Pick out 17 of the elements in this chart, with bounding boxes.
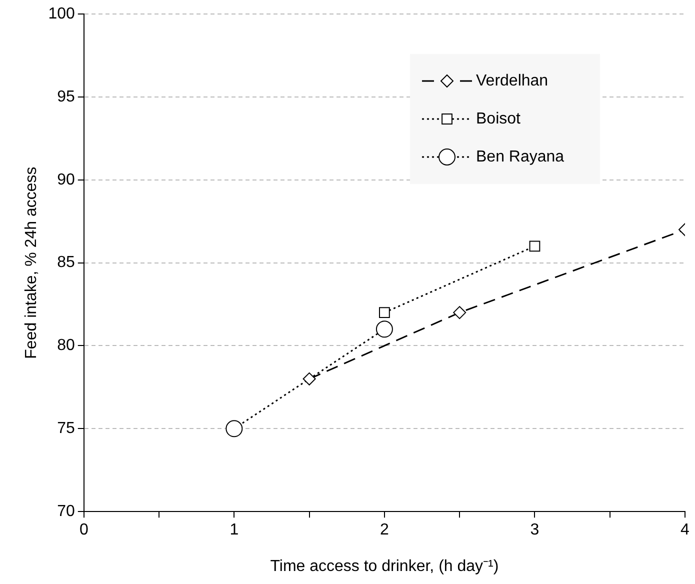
- y-tick-label: 80: [57, 337, 75, 354]
- x-tick-label: 2: [380, 522, 389, 539]
- y-tick-label: 90: [57, 171, 75, 188]
- legend-label: Boisot: [476, 110, 522, 128]
- x-tick-label: 4: [680, 522, 690, 539]
- x-axis-title: Time access to drinker, (h day⁻¹): [270, 558, 499, 575]
- y-axis-title: Feed intake, % 24h access: [23, 166, 40, 359]
- x-tick-label: 1: [230, 522, 239, 539]
- y-tick-label: 75: [57, 420, 75, 438]
- legend-label: Verdelhan: [476, 72, 548, 90]
- legend-label: Ben Rayana: [476, 148, 564, 166]
- y-tick-label: 85: [57, 254, 75, 272]
- y-tick-label: 100: [48, 5, 75, 22]
- x-tick-label: 3: [530, 522, 540, 539]
- x-tick-label: 0: [79, 522, 88, 539]
- y-tick-label: 95: [57, 88, 75, 106]
- y-tick-label: 70: [57, 503, 75, 520]
